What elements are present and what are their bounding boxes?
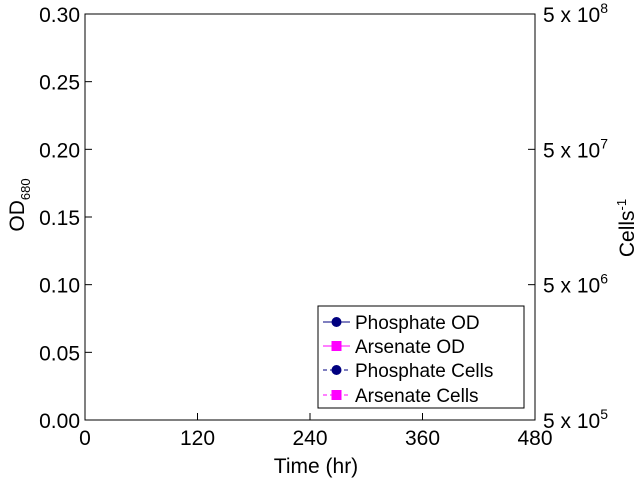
legend: Phosphate OD Arsenate OD Phosphate Cells Ar… bbox=[317, 305, 525, 409]
right-y-axis-title-superscript: -1 bbox=[614, 199, 629, 211]
left-y-axis: 0.00 0.05 0.10 0.15 0.20 0.25 0.30 bbox=[39, 4, 92, 433]
x-axis: 0 120 240 360 480 bbox=[79, 413, 553, 450]
left-y-tick-label: 0.10 bbox=[39, 275, 80, 298]
right-y-tick-label: 5 x 105 bbox=[543, 406, 608, 433]
right-y-axis-title: Cells-1 bbox=[614, 199, 639, 257]
left-y-axis-title: OD680 bbox=[6, 178, 33, 231]
legend-marker-circle bbox=[331, 317, 342, 327]
legend-label: Phosphate OD bbox=[355, 313, 480, 334]
left-y-tick-label: 0.20 bbox=[39, 139, 80, 162]
legend-marker-square bbox=[331, 390, 342, 400]
legend-label: Arsenate OD bbox=[355, 337, 465, 358]
left-y-axis-title-subscript: 680 bbox=[18, 178, 33, 200]
right-y-tick-label: 5 x 107 bbox=[543, 135, 608, 162]
right-y-tick-label: 5 x 106 bbox=[543, 271, 608, 298]
right-y-tick-exponent: 6 bbox=[600, 271, 608, 287]
right-y-tick-mantissa: 5 x 10 bbox=[543, 275, 600, 298]
x-tick-label: 240 bbox=[292, 427, 327, 450]
right-y-tick-exponent: 5 bbox=[600, 406, 608, 422]
right-y-tick-mantissa: 5 x 10 bbox=[543, 4, 600, 27]
legend-box bbox=[317, 305, 525, 409]
left-y-tick-label: 0.00 bbox=[39, 410, 80, 433]
left-y-tick-label: 0.15 bbox=[39, 207, 80, 230]
left-y-tick-label: 0.30 bbox=[39, 4, 80, 27]
right-y-tick-mantissa: 5 x 10 bbox=[543, 410, 600, 433]
legend-marker-square bbox=[331, 341, 342, 351]
legend-label: Arsenate Cells bbox=[355, 386, 479, 407]
x-axis-title: Time (hr) bbox=[274, 455, 358, 478]
left-y-tick-label: 0.05 bbox=[39, 342, 80, 365]
right-y-tick-label: 5 x 108 bbox=[543, 0, 608, 27]
right-y-axis-title-main: Cells bbox=[616, 210, 639, 257]
legend-label: Phosphate Cells bbox=[355, 361, 493, 382]
x-tick-label: 480 bbox=[517, 427, 552, 450]
x-tick-label: 0 bbox=[79, 427, 91, 450]
legend-marker-circle bbox=[331, 365, 342, 375]
right-y-tick-exponent: 7 bbox=[600, 135, 608, 151]
x-tick-label: 360 bbox=[405, 427, 440, 450]
left-y-tick-label: 0.25 bbox=[39, 72, 80, 95]
right-y-tick-mantissa: 5 x 10 bbox=[543, 139, 600, 162]
right-y-tick-exponent: 8 bbox=[600, 0, 608, 16]
x-tick-label: 120 bbox=[180, 427, 215, 450]
left-y-axis-title-main: OD bbox=[6, 200, 29, 232]
